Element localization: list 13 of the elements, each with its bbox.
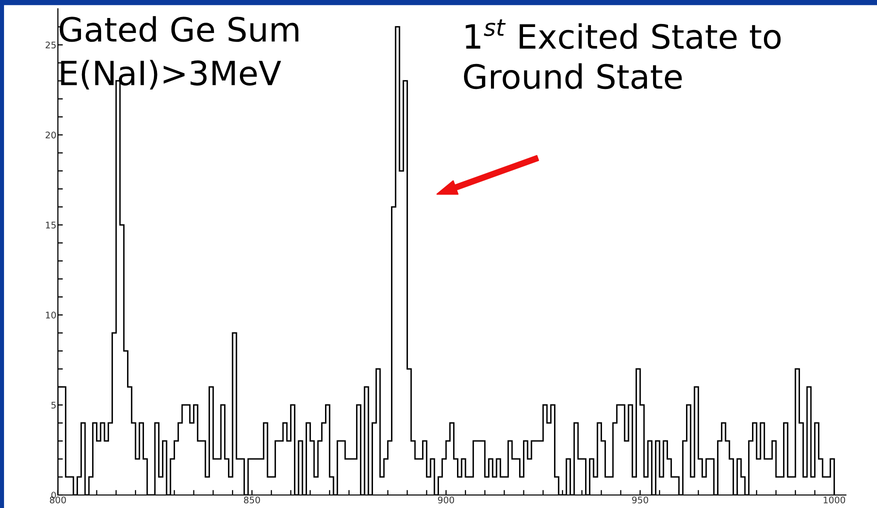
y-tick-label: 25 xyxy=(46,42,56,48)
x-tick-label: 850 xyxy=(244,496,260,504)
y-tick-label: 15 xyxy=(46,222,56,228)
y-tick-label: 0 xyxy=(51,492,56,499)
x-tick-label: 800 xyxy=(50,496,66,504)
annotation: Gated Ge Sum E(NaI)>3MeV xyxy=(60,16,298,90)
x-tick-label: 900 xyxy=(438,496,454,504)
x-tick-label: 950 xyxy=(632,496,648,504)
y-tick-label: 10 xyxy=(46,312,56,318)
annotation: 1$^{st}$ Excited State to Ground State xyxy=(464,19,781,90)
x-tick-label: 1000 xyxy=(824,496,846,504)
y-tick-label: 20 xyxy=(46,132,56,138)
y-tick-label: 5 xyxy=(51,402,56,409)
